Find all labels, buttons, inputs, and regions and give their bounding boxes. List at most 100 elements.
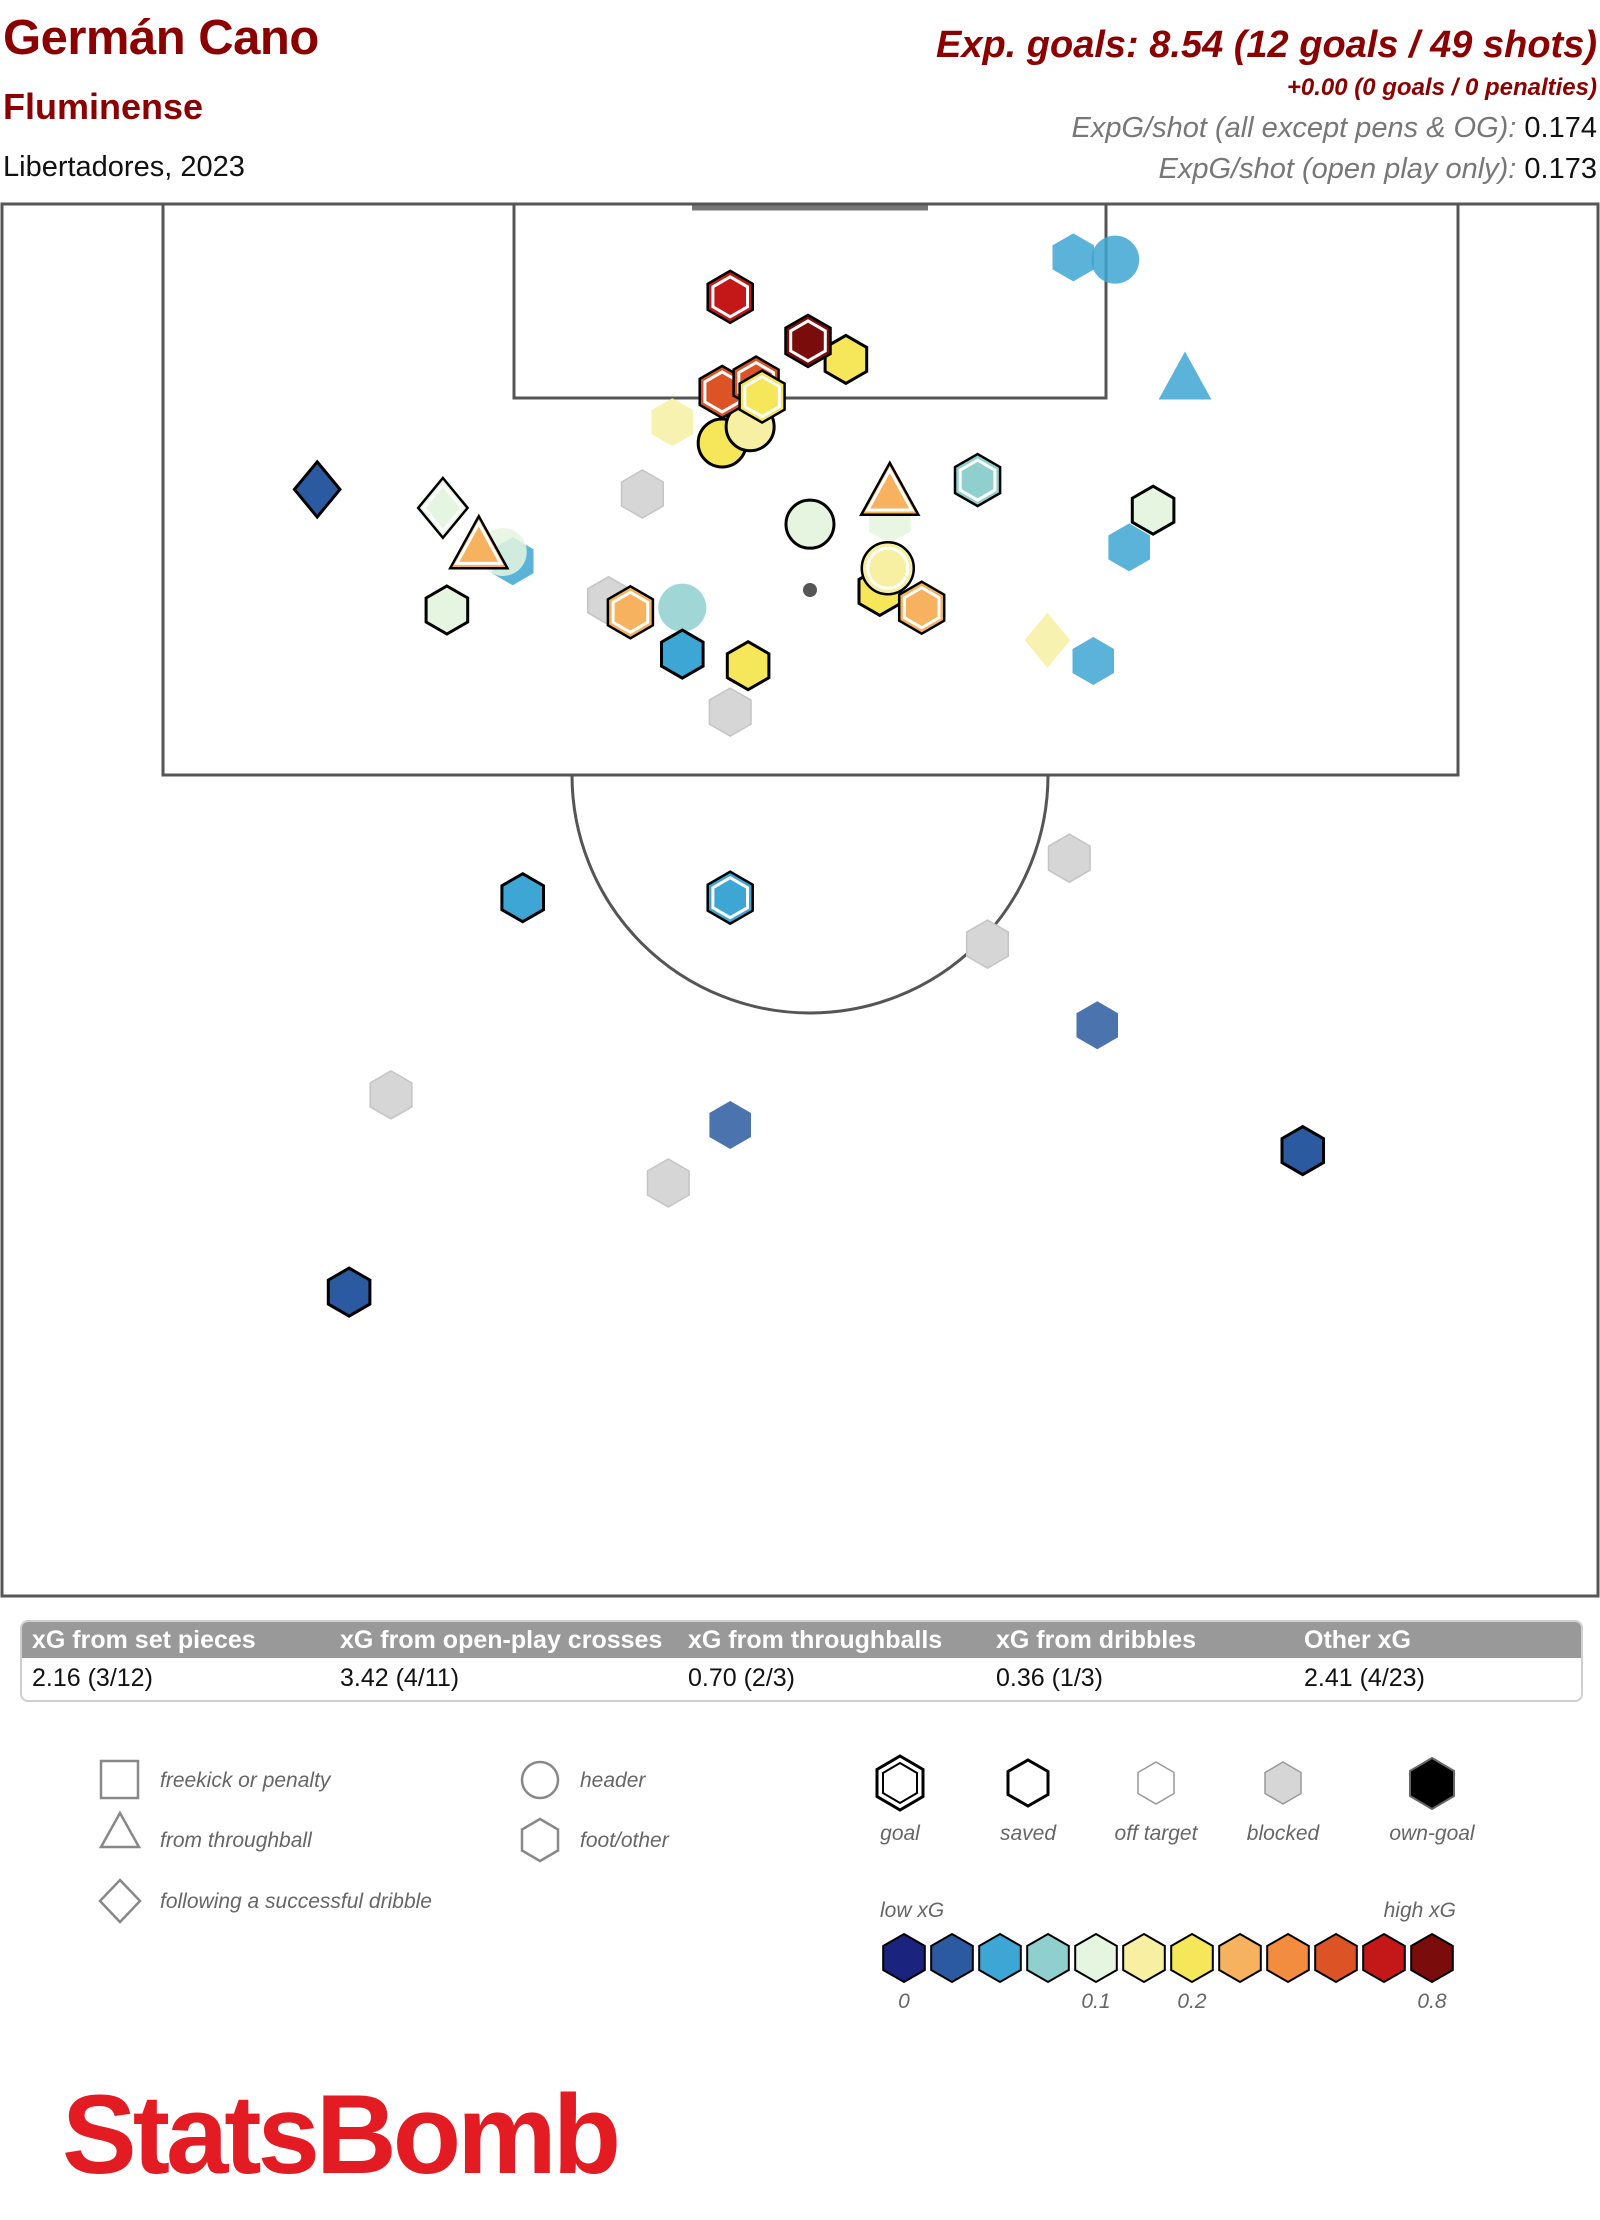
shot-map-pitch: [0, 202, 1600, 1598]
shot-goal-ring: [789, 319, 827, 363]
legend-label-blocked: blocked: [1247, 1822, 1321, 1845]
xg-scale-swatch: [1122, 1932, 1166, 1984]
xg-per-shot-open-label: ExpG/shot (open play only):: [1158, 153, 1517, 185]
breakdown-value-set-pieces: 2.16 (3/12): [32, 1664, 153, 1692]
xg-scale-low-label: low xG: [880, 1899, 944, 1922]
xg-scale-tick-label: 0.2: [1177, 1990, 1207, 2013]
legend-label-throughball: from throughball: [160, 1829, 313, 1852]
shot-marker-shape: [660, 628, 705, 680]
shot-marker: [709, 1101, 751, 1149]
shot-marker-shape: [1280, 1124, 1325, 1177]
shot-goal-ring: [711, 875, 749, 920]
breakdown-value-crosses: 3.42 (4/11): [340, 1664, 460, 1692]
freekick-square-icon: [99, 1759, 140, 1800]
legend-label-freekick: freekick or penalty: [160, 1769, 332, 1792]
foot-hexagon-icon: [520, 1817, 560, 1863]
shot-marker: [1047, 833, 1091, 884]
shot-marker-shape: [897, 580, 946, 636]
legend-label-goal: goal: [880, 1822, 921, 1845]
shot-marker: [1091, 235, 1140, 284]
shot-marker: [1072, 637, 1114, 685]
breakdown-value-dribbles: 0.36 (1/3): [996, 1664, 1104, 1692]
shot-marker: [1280, 1124, 1325, 1177]
six-yard-box: [512, 202, 1108, 400]
shot-marker-shape: [859, 460, 921, 517]
shot-marker: [658, 583, 707, 632]
xg-scale-tick-label: 0.8: [1417, 1990, 1447, 2013]
saved-outcome-icon: [1006, 1758, 1050, 1808]
shot-marker: [1052, 233, 1095, 282]
shot-goal-ring: [711, 275, 749, 319]
shot-marker-shape: [1047, 833, 1091, 884]
shot-marker-shape: [708, 687, 752, 737]
xg-color-scale: 0 0.1 0.2 0.8: [882, 1932, 1454, 2013]
xg-scale-swatch: [1170, 1932, 1214, 1984]
shot-goal-ring: [611, 590, 650, 635]
xg-per-shot-all-label: ExpG/shot (all except pens & OG):: [1071, 112, 1517, 144]
shot-marker-shape: [651, 398, 694, 447]
shot-marker-shape: [424, 584, 470, 636]
xg-scale-swatch: [1314, 1932, 1358, 1984]
shot-marker-shape: [1091, 235, 1140, 284]
own-goal-outcome-icon: [1409, 1756, 1455, 1811]
breakdown-value-other: 2.41 (4/23): [1304, 1664, 1425, 1692]
xg-breakdown-table: xG from set pieces xG from open-play cro…: [20, 1620, 1583, 1702]
xg-scale-swatch: [1410, 1932, 1454, 1984]
xg-scale-swatch: [1266, 1932, 1310, 1984]
penalty-summary: +0.00 (0 goals / 0 penalties): [1286, 74, 1597, 101]
legend-label-header: header: [580, 1769, 646, 1792]
shot-marker-shape: [953, 452, 1002, 508]
legend-label-saved: saved: [1000, 1822, 1057, 1845]
shot-goal-ring: [902, 585, 941, 630]
dribble-diamond-icon: [98, 1878, 142, 1924]
breakdown-label-crosses: xG from open-play crosses: [340, 1626, 663, 1654]
shot-marker-shape: [326, 1266, 372, 1318]
shot-marker-shape: [658, 583, 707, 632]
shot-marker: [500, 871, 545, 924]
legend-label-own-goal: own-goal: [1389, 1822, 1476, 1845]
shot-marker: [326, 1266, 372, 1318]
shot-marker: [1158, 351, 1212, 400]
goal-outcome-inner-icon: [882, 1761, 918, 1805]
shot-goal-ring: [865, 466, 915, 512]
shot-goal-ring: [743, 374, 781, 419]
xg-summary: Exp. goals: 8.54 (12 goals / 49 shots): [935, 24, 1597, 66]
xg-scale-tick-label: 0.1: [1081, 1990, 1110, 2013]
team-name: Fluminense: [3, 86, 204, 127]
xg-scale-tick-label: 0: [898, 1990, 910, 2013]
player-name: Germán Cano: [3, 11, 319, 65]
breakdown-label-other: Other xG: [1304, 1626, 1411, 1654]
shot-marker-shape: [1108, 523, 1150, 572]
shot-marker: [706, 269, 754, 325]
shot-marker-shape: [1024, 612, 1071, 668]
header-circle-icon: [520, 1760, 560, 1800]
shot-marker-shape: [725, 639, 771, 692]
shot-marker-shape: [500, 871, 545, 924]
shot-marker: [738, 369, 786, 425]
shot-marker-shape: [1072, 637, 1114, 685]
pitch-outline: [0, 202, 1600, 1598]
shot-marker: [660, 628, 705, 680]
breakdown-label-set-pieces: xG from set pieces: [32, 1626, 256, 1654]
xg-per-shot-all: ExpG/shot (all except pens & OG): 0.174: [1072, 112, 1598, 145]
throughball-triangle-icon: [98, 1810, 142, 1849]
shot-marker-shape: [620, 469, 664, 519]
legend-label-off-target: off target: [1115, 1822, 1199, 1845]
penalty-arc: [570, 774, 1050, 1015]
shot-goal-ring: [866, 546, 910, 590]
legend-label-foot: foot/other: [580, 1829, 670, 1852]
shot-marker: [897, 580, 946, 636]
shot-marker: [1076, 1001, 1118, 1050]
shot-marker-shape: [292, 459, 342, 520]
shot-marker-shape: [709, 1101, 751, 1149]
shot-marker: [651, 398, 694, 447]
shot-marker: [859, 460, 921, 517]
shot-marker-shape: [860, 540, 916, 596]
shot-marker: [1024, 612, 1071, 668]
shot-marker-shape: [706, 870, 754, 926]
shot-goal-ring: [958, 458, 997, 502]
shot-marker-shape: [738, 369, 786, 425]
xg-scale-swatch: [1026, 1932, 1070, 1984]
shot-marker: [725, 639, 771, 692]
shot-marker: [1108, 523, 1150, 572]
